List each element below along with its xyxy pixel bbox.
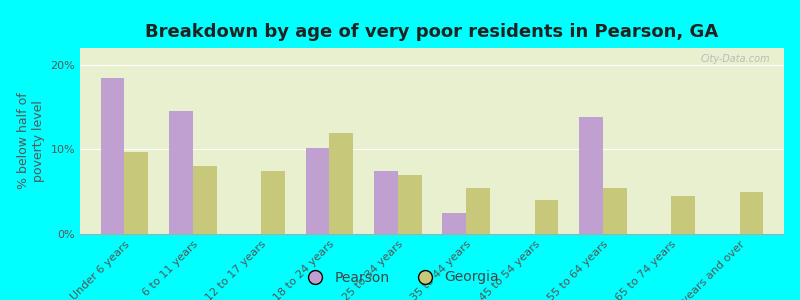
Bar (193, 167, 217, 234)
Title: Breakdown by age of very poor residents in Pearson, GA: Breakdown by age of very poor residents … (146, 23, 718, 41)
Bar (101, 78, 125, 234)
Bar (330, 133, 354, 234)
Bar (306, 148, 330, 234)
Bar (261, 171, 285, 234)
Y-axis label: % below half of
poverty level: % below half of poverty level (17, 93, 45, 189)
Bar (466, 188, 490, 234)
Bar (603, 188, 626, 234)
Bar (374, 171, 398, 234)
Bar (125, 152, 148, 234)
Bar (671, 196, 695, 234)
Bar (442, 213, 466, 234)
Bar (398, 175, 422, 234)
Bar (534, 200, 558, 234)
Bar (169, 111, 193, 234)
Bar (579, 117, 603, 234)
Legend: Pearson, Georgia: Pearson, Georgia (296, 265, 504, 290)
Text: City-Data.com: City-Data.com (700, 54, 770, 64)
Bar (739, 192, 763, 234)
